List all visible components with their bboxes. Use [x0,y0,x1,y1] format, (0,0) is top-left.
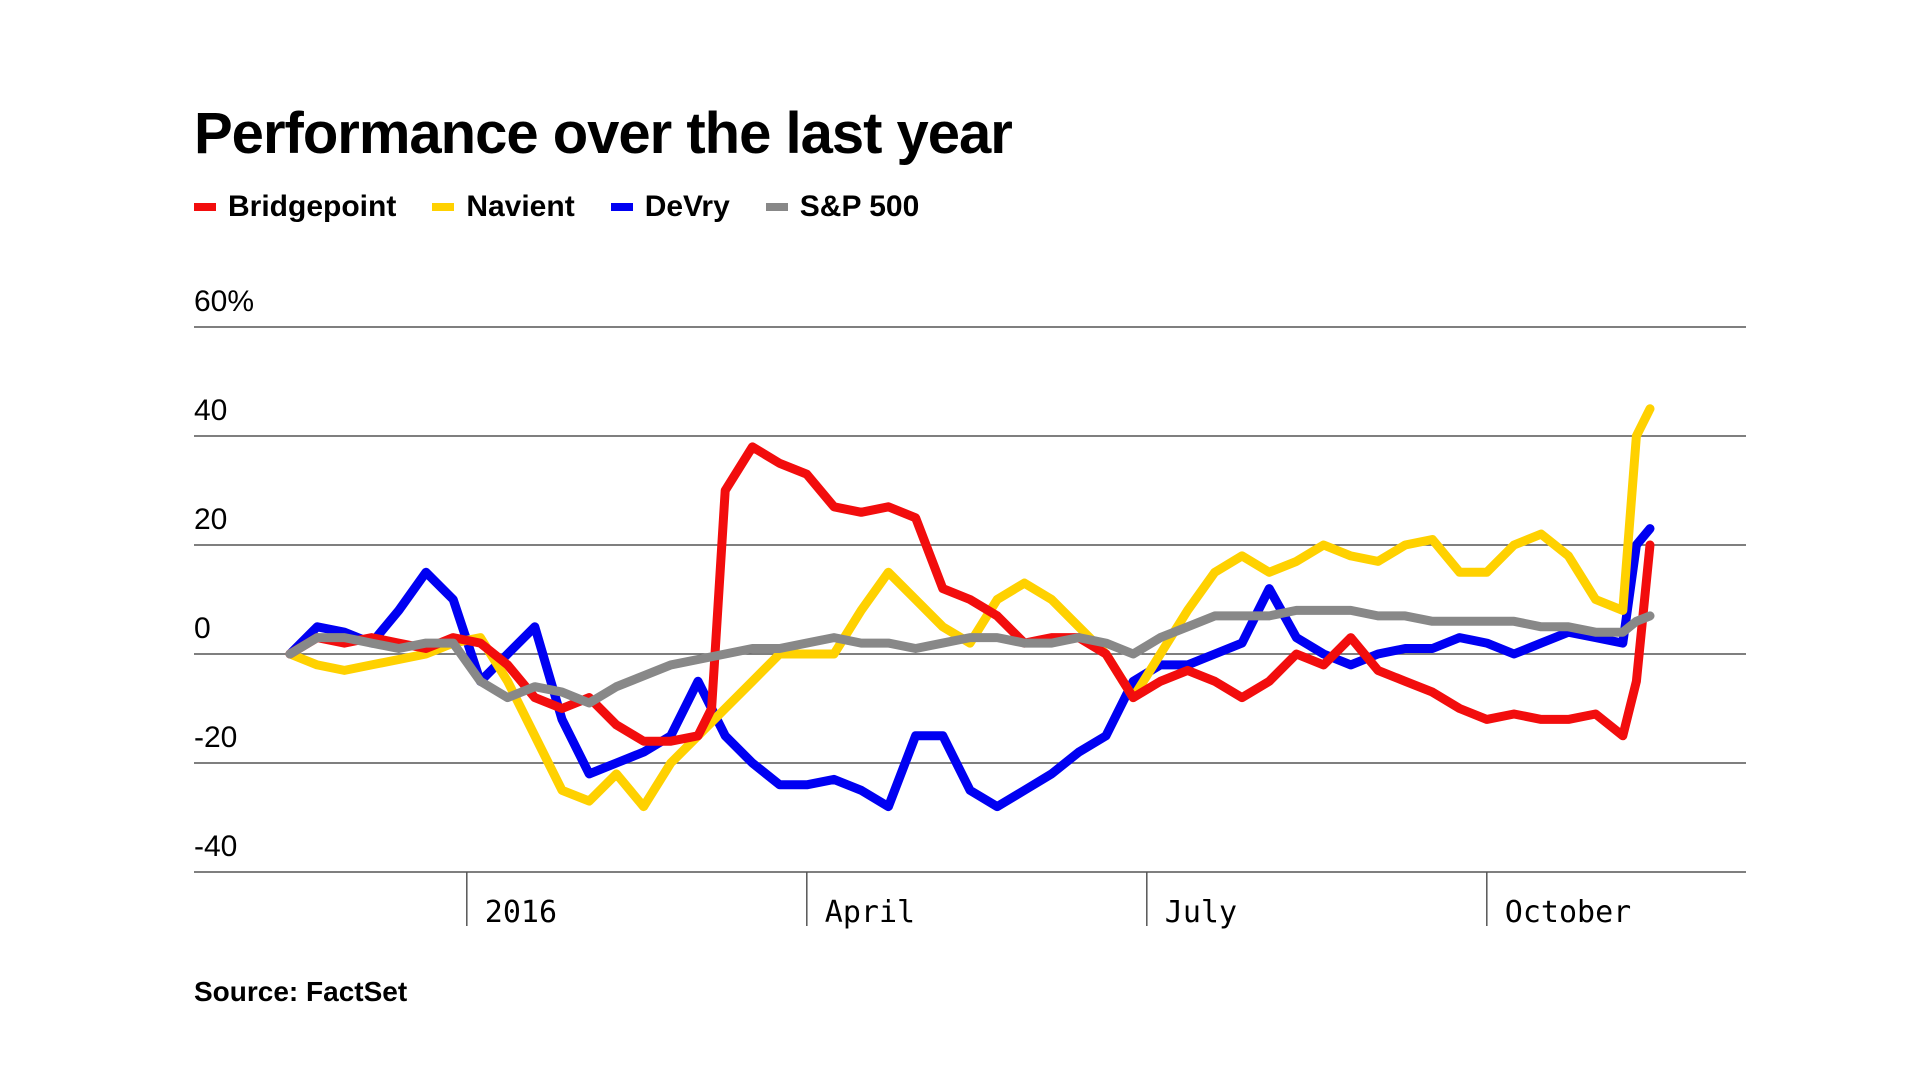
legend-item: Bridgepoint [194,190,396,224]
series-line-devry [285,524,1655,812]
legend-item: DeVry [610,190,730,224]
series-line-bridgepoint [285,442,1655,746]
x-tick-label: July [1165,895,1237,930]
source-note: Source: FactSet [194,976,408,1007]
x-tick-label: April [825,895,915,930]
legend-item: S&P 500 [765,190,920,224]
series-line-navient [285,404,1655,812]
legend-swatch [765,203,788,211]
y-tick-label: 60% [194,285,254,318]
legend-swatch [432,203,455,211]
x-axis: 2016 April July October [466,872,1631,930]
legend-label: Navient [466,190,575,223]
y-tick-label: 20 [194,503,227,536]
legend-item: Navient [432,190,575,224]
x-tick-label: October [1505,895,1631,930]
series-line-s-p-500 [285,605,1655,708]
legend-swatch [610,203,633,211]
y-tick-label: -40 [194,830,237,863]
chart-title: Performance over the last year [194,101,1013,166]
legend-label: Bridgepoint [228,190,397,223]
y-tick-label: -20 [194,721,237,754]
y-tick-label: 0 [194,612,211,645]
series-lines [285,404,1655,812]
legend: Bridgepoint Navient DeVry S&P 500 [194,190,955,224]
legend-swatch [194,203,216,211]
x-tick-label: 2016 [485,895,557,930]
gridlines: 60% 40 20 0 -20 -40 [194,285,1746,873]
legend-label: S&P 500 [799,190,920,223]
legend-label: DeVry [644,190,730,223]
y-tick-label: 40 [194,394,227,427]
